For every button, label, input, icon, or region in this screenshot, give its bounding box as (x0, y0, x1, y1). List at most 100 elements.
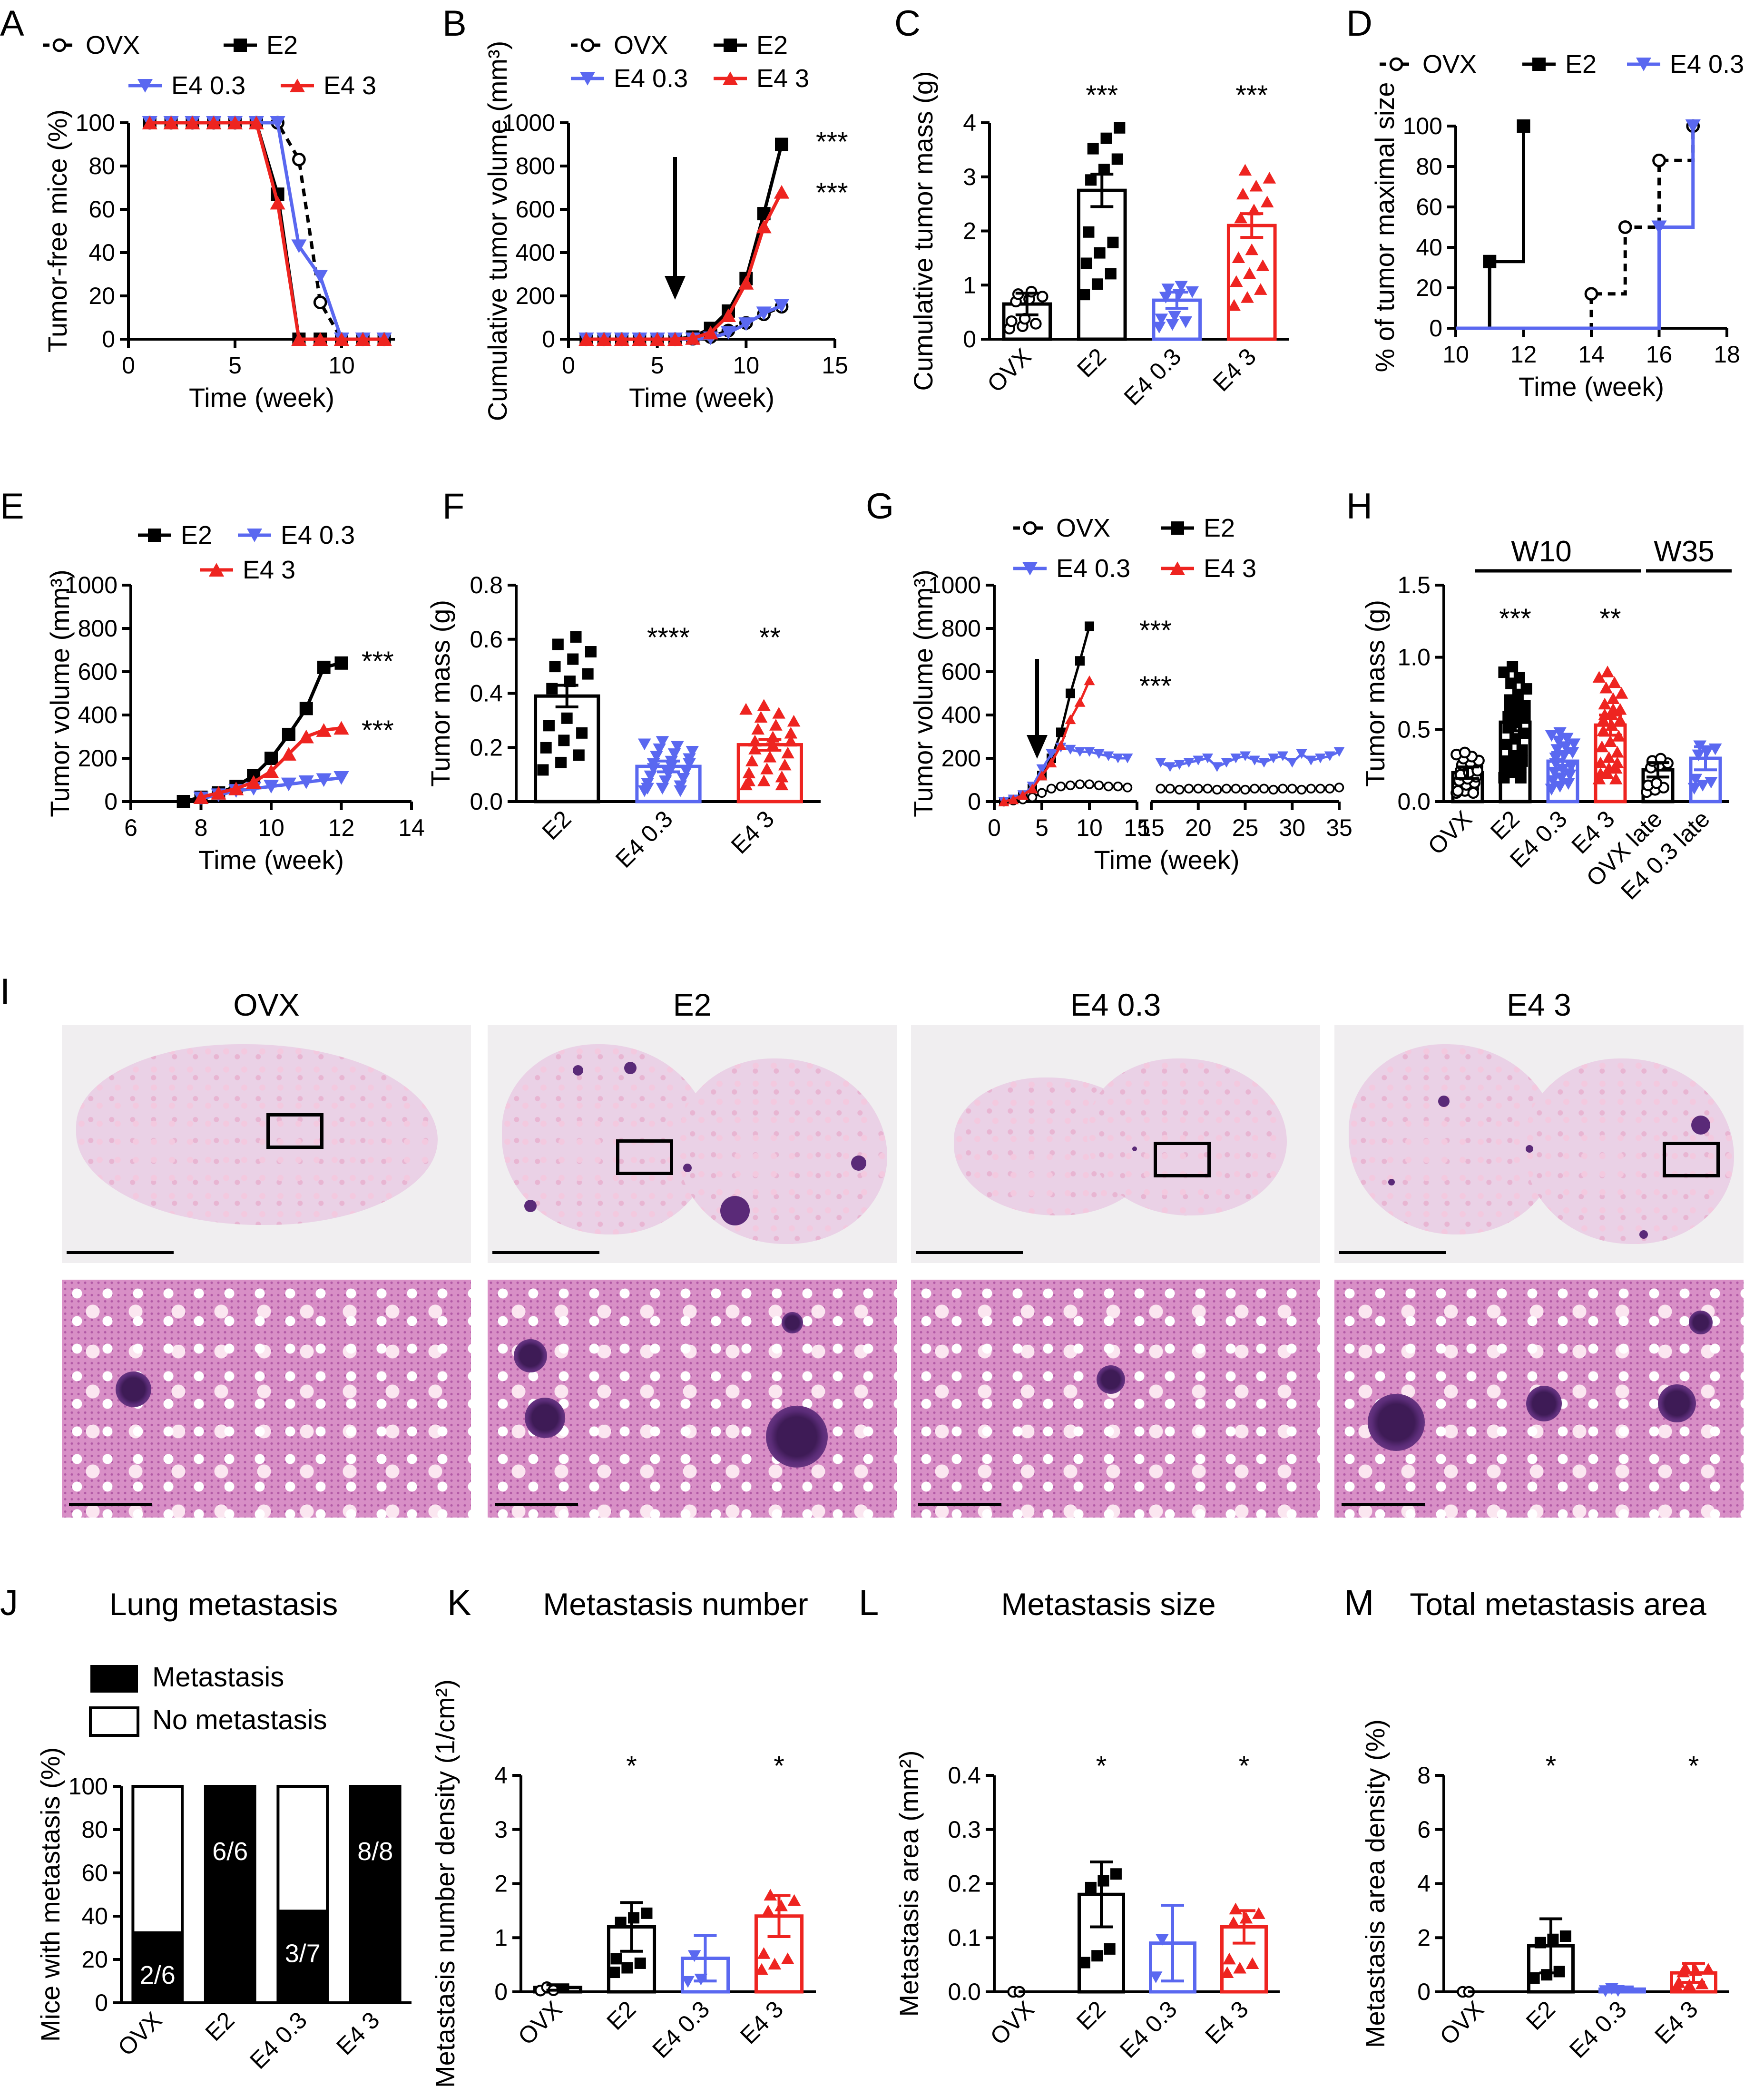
data-point (282, 727, 295, 741)
legend-swatch (90, 1665, 138, 1693)
legend-marker (724, 39, 737, 52)
data-point (549, 661, 561, 673)
metastasis-nodule (624, 1062, 637, 1074)
data-point (1112, 754, 1124, 764)
y-tick-label: 1.5 (1397, 572, 1431, 598)
data-point (1220, 1966, 1234, 1978)
data-point (1084, 779, 1095, 789)
data-point (1594, 756, 1607, 769)
significance-label: *** (1139, 671, 1172, 702)
x-tick-label: 12 (1510, 341, 1537, 368)
data-point (270, 196, 285, 210)
legend-marker (289, 78, 305, 92)
y-axis-label: Tumor mass (g) (1360, 600, 1390, 787)
bar-metastasis (278, 1910, 328, 2003)
significance-label: ** (759, 622, 781, 653)
data-point (1165, 762, 1176, 772)
data-point (656, 736, 669, 748)
data-point (1074, 747, 1086, 757)
panel-letter-E: E (0, 486, 24, 527)
significance-label: *** (362, 646, 394, 677)
y-tick-label: 800 (516, 153, 555, 179)
data-point (1078, 289, 1090, 301)
metastasis-nodule (1639, 1230, 1648, 1239)
lung-lobe (76, 1044, 438, 1225)
data-point (781, 1952, 794, 1964)
y-tick-label: 2 (1417, 1924, 1431, 1951)
data-point (1036, 291, 1049, 303)
data-point (1027, 784, 1038, 793)
y-tick-label: 80 (88, 153, 115, 179)
zoom-region-box (266, 1113, 323, 1149)
data-point (1584, 287, 1598, 301)
y-tick-label: 4 (494, 1762, 508, 1789)
data-point (745, 754, 759, 767)
y-axis-label: Mice with metastasis (%) (35, 1747, 65, 2042)
x-tick-label: E2 (200, 2007, 240, 2046)
data-point (1286, 758, 1298, 768)
data-point (1249, 755, 1260, 766)
data-point (787, 1894, 801, 1906)
data-point (1610, 756, 1624, 769)
data-point (1263, 172, 1276, 184)
y-tick-label: 1 (963, 272, 976, 298)
data-point (1175, 281, 1188, 293)
x-tick-label: E4 0.3 (610, 805, 678, 873)
y-tick-label: 400 (516, 239, 555, 266)
arrow-head (665, 276, 686, 300)
data-point (1517, 119, 1530, 133)
data-point (1607, 703, 1620, 715)
data-point (756, 306, 772, 321)
data-point (211, 786, 226, 800)
y-tick-label: 400 (941, 702, 981, 728)
data-point (1608, 676, 1621, 688)
x-axis-label: Time (week) (629, 382, 774, 412)
series-line (1456, 126, 1525, 330)
data-point (1516, 755, 1528, 767)
y-tick-label: 600 (516, 196, 555, 223)
data-point (1227, 1916, 1240, 1928)
legend-label: E2 (756, 31, 788, 59)
y-tick-label: 100 (1403, 113, 1442, 139)
fraction-label: 6/6 (212, 1837, 248, 1866)
data-point (614, 332, 630, 346)
y-tick-label: 20 (1416, 274, 1442, 301)
data-point (755, 1963, 768, 1975)
legend-marker (722, 71, 738, 85)
data-point (1507, 661, 1519, 673)
legend-swatch (89, 1706, 139, 1737)
data-point (768, 1958, 782, 1970)
legend-label: E4 0.3 (281, 521, 355, 549)
significance-label: *** (362, 715, 394, 746)
data-point (1179, 316, 1193, 328)
data-point (649, 332, 665, 346)
data-point (1559, 1930, 1571, 1942)
data-point (757, 699, 771, 711)
data-point (1652, 153, 1666, 167)
data-point (1111, 153, 1123, 165)
data-point (1075, 656, 1085, 666)
y-tick-label: 400 (78, 702, 118, 728)
data-point (298, 729, 314, 744)
data-point (248, 116, 264, 129)
data-point (1599, 681, 1613, 694)
y-tick-label: 0.1 (948, 1924, 981, 1951)
legend-marker (234, 39, 247, 52)
data-point (1094, 247, 1106, 259)
data-point (748, 743, 762, 754)
significance-label: * (1546, 1751, 1557, 1782)
significance-label: * (626, 1751, 637, 1782)
y-tick-label: 0 (95, 1989, 108, 2016)
data-point (543, 720, 555, 732)
data-point (228, 782, 244, 795)
y-tick-label: 600 (78, 658, 118, 685)
data-point (784, 735, 798, 747)
legend-marker (1532, 58, 1546, 71)
data-point (1156, 784, 1166, 793)
x-tick-label: OVX (1423, 805, 1477, 860)
data-point (1027, 792, 1038, 803)
arrow-head (1027, 735, 1048, 759)
legend-label: E2 (1565, 50, 1597, 78)
data-point (1685, 119, 1701, 133)
y-tick-label: 2 (963, 218, 976, 245)
